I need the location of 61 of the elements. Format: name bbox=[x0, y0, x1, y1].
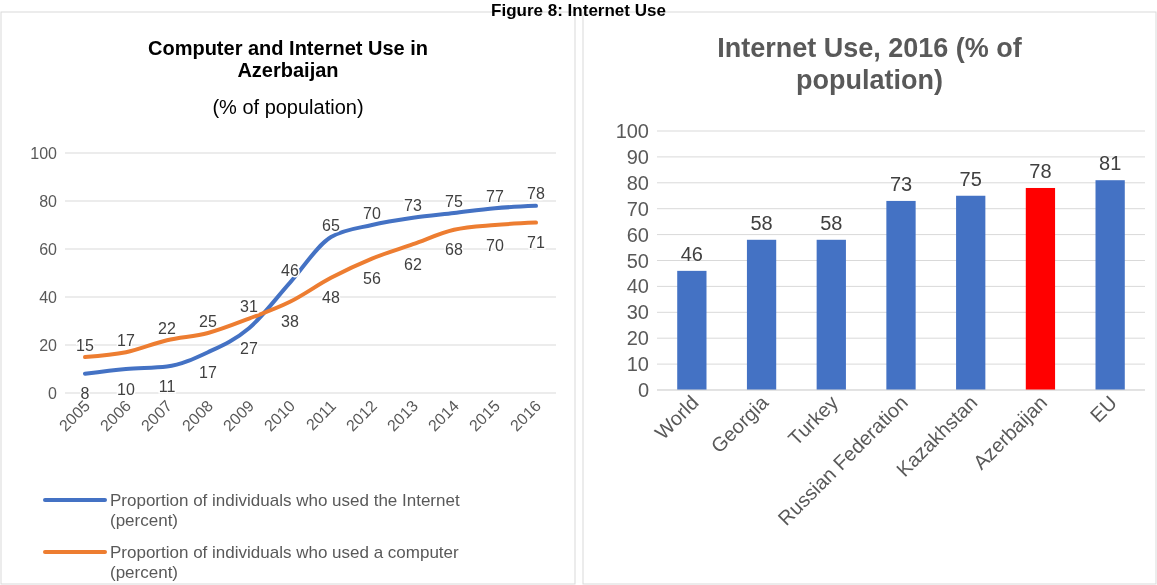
data-label: 56 bbox=[363, 270, 381, 288]
data-label: 31 bbox=[240, 298, 258, 316]
data-label: 73 bbox=[404, 197, 422, 215]
y-tick-label: 30 bbox=[626, 301, 649, 324]
data-label: 81 bbox=[1099, 152, 1122, 175]
data-label: 68 bbox=[445, 241, 463, 259]
y-tick-label: 60 bbox=[626, 223, 649, 246]
y-tick-label: 100 bbox=[615, 120, 649, 142]
data-label: 75 bbox=[445, 192, 463, 210]
bar bbox=[677, 270, 707, 390]
caption: Figure 8: Internet Use bbox=[491, 0, 666, 20]
data-label: 58 bbox=[820, 211, 843, 234]
data-label: 73 bbox=[889, 172, 913, 195]
y-tick-label: 0 bbox=[48, 384, 58, 402]
data-label: 27 bbox=[240, 339, 258, 357]
y-tick-label: 40 bbox=[626, 275, 649, 298]
y-tick-label: 0 bbox=[637, 379, 649, 401]
data-label: 78 bbox=[1029, 159, 1052, 182]
data-label: 15 bbox=[76, 336, 94, 354]
data-label: 58 bbox=[750, 211, 773, 234]
legend-label: Proportion of individuals who used a computer (percent) bbox=[110, 542, 460, 582]
chart-title: Computer and Internet Use in Azerbaijan bbox=[147, 37, 429, 81]
data-label: 62 bbox=[404, 255, 422, 273]
bar bbox=[956, 195, 986, 390]
y-tick-label: 60 bbox=[39, 240, 58, 258]
data-label: 38 bbox=[281, 313, 299, 331]
chart-subtitle: (% of population) bbox=[212, 96, 364, 118]
data-label: 46 bbox=[680, 242, 703, 265]
y-tick-label: 70 bbox=[626, 197, 649, 220]
bar bbox=[746, 239, 777, 390]
chart-title: Internet Use, 2016 (% of population) bbox=[717, 33, 1023, 95]
data-label: 75 bbox=[959, 167, 982, 190]
data-label: 65 bbox=[322, 216, 340, 234]
data-label: 70 bbox=[363, 204, 381, 222]
data-label: 77 bbox=[486, 187, 504, 205]
y-tick-label: 100 bbox=[30, 144, 58, 162]
data-label: 25 bbox=[199, 312, 217, 330]
y-tick-label: 90 bbox=[626, 145, 649, 168]
x-tick-label: EU bbox=[1085, 391, 1121, 427]
data-label: 48 bbox=[322, 289, 340, 307]
data-label: 11 bbox=[158, 378, 176, 396]
data-label: 78 bbox=[527, 185, 545, 203]
data-label: 70 bbox=[486, 236, 504, 254]
y-tick-label: 40 bbox=[39, 288, 58, 306]
data-label: 10 bbox=[117, 380, 135, 398]
y-tick-label: 80 bbox=[626, 171, 649, 194]
y-tick-label: 80 bbox=[39, 192, 58, 210]
data-label: 71 bbox=[527, 234, 545, 252]
y-tick-label: 50 bbox=[626, 249, 649, 272]
y-tick-label: 20 bbox=[39, 336, 58, 354]
data-label: 46 bbox=[281, 262, 299, 280]
bar bbox=[886, 200, 916, 390]
bar bbox=[1095, 180, 1125, 390]
data-label: 17 bbox=[117, 331, 135, 349]
bar bbox=[1025, 187, 1056, 390]
data-label: 17 bbox=[199, 363, 217, 381]
y-tick-label: 20 bbox=[626, 327, 649, 350]
legend-label: Proportion of individuals who used the Internet (percent) bbox=[110, 490, 460, 530]
bar bbox=[816, 239, 846, 390]
y-tick-label: 10 bbox=[626, 353, 649, 376]
data-label: 22 bbox=[158, 319, 176, 337]
